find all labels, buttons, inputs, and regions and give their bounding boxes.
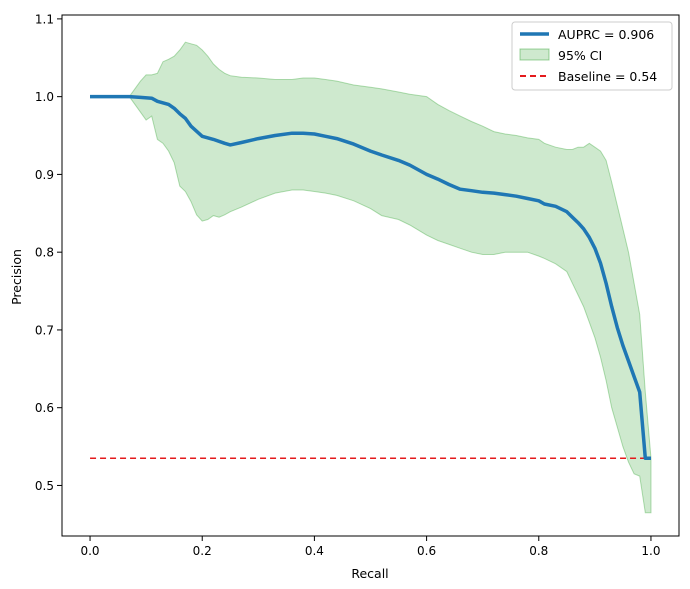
- ci-band: [128, 41, 652, 514]
- y-tick-label: 0.8: [35, 246, 54, 260]
- pr-curve-line: [90, 94, 651, 460]
- x-tick-label: 0.8: [529, 544, 548, 558]
- x-tick-label: 0.0: [80, 544, 99, 558]
- legend-label-auprc: AUPRC = 0.906: [558, 27, 654, 42]
- y-tick-label: 0.6: [35, 401, 54, 415]
- x-tick-label: 0.6: [417, 544, 436, 558]
- plot-frame: [61, 14, 680, 537]
- legend: AUPRC = 0.906 95% CI Baseline = 0.54: [511, 21, 673, 91]
- y-tick-label: 0.5: [35, 479, 54, 493]
- x-tick-label: 0.2: [193, 544, 212, 558]
- y-axis-label: Precision: [9, 249, 24, 305]
- x-axis-label: Recall: [351, 566, 388, 581]
- x-tick-label: 0.4: [305, 544, 324, 558]
- y-tick-label: 0.7: [35, 323, 54, 337]
- legend-swatch-ci: [519, 48, 550, 61]
- x-tick-label: 1.0: [641, 544, 660, 558]
- legend-label-baseline: Baseline = 0.54: [558, 69, 657, 84]
- legend-frame: [511, 21, 673, 91]
- y-tick-label: 1.0: [35, 90, 54, 104]
- y-tick-label: 0.9: [35, 168, 54, 182]
- y-tick-label: 1.1: [35, 12, 54, 26]
- legend-label-ci: 95% CI: [558, 48, 602, 63]
